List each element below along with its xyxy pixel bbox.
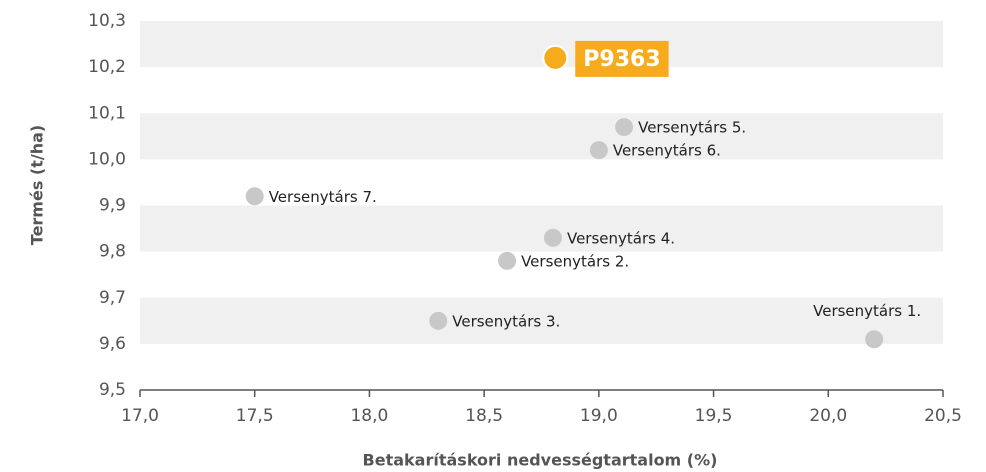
data-point [429, 311, 448, 330]
grid-band [140, 205, 943, 252]
grid [140, 21, 943, 344]
point-label: Versenytárs 1. [813, 302, 921, 320]
y-axis-title: Termés (t/ha) [28, 125, 47, 245]
y-tick-label: 10,2 [88, 57, 126, 77]
point-label: Versenytárs 4. [567, 229, 675, 247]
x-axis-title: Betakarításkori nedvességtartalom (%) [363, 451, 718, 470]
x-tick-label: 18,0 [350, 406, 388, 426]
point-label: P9363 [583, 47, 660, 72]
x-tick-label: 17,0 [121, 406, 159, 426]
y-tick-label: 9,8 [99, 242, 126, 262]
y-tick-label: 10,0 [88, 149, 126, 169]
point-label: Versenytárs 5. [638, 119, 746, 137]
y-tick-label: 9,9 [99, 196, 126, 216]
x-tick-label: 19,0 [580, 406, 618, 426]
data-point [542, 44, 569, 71]
y-tick-label: 10,3 [88, 11, 126, 31]
point-label: Versenytárs 3. [452, 312, 560, 330]
data-point [865, 330, 884, 349]
x-tick-label: 19,5 [695, 406, 733, 426]
x-tick-label: 20,5 [924, 406, 962, 426]
data-point [543, 228, 562, 247]
x-tick-label: 18,5 [465, 406, 503, 426]
highlight-label: P9363 [575, 40, 669, 77]
grid-band [140, 21, 943, 68]
y-tick-label: 9,7 [99, 288, 126, 308]
label-box [575, 40, 669, 77]
y-tick-label: 9,6 [99, 334, 126, 354]
data-point [615, 118, 634, 137]
point-label: Versenytárs 2. [521, 252, 629, 270]
point-label: Versenytárs 7. [269, 188, 377, 206]
data-point [245, 187, 264, 206]
grid-band [140, 113, 943, 160]
point-label: Versenytárs 6. [613, 142, 721, 160]
data-point [498, 251, 517, 270]
x-tick-label: 17,5 [236, 406, 274, 426]
grid-band [140, 297, 943, 344]
data-point [589, 141, 608, 160]
x-tick-label: 20,0 [809, 406, 847, 426]
y-tick-label: 9,5 [99, 380, 126, 400]
y-tick-label: 10,1 [88, 103, 126, 123]
